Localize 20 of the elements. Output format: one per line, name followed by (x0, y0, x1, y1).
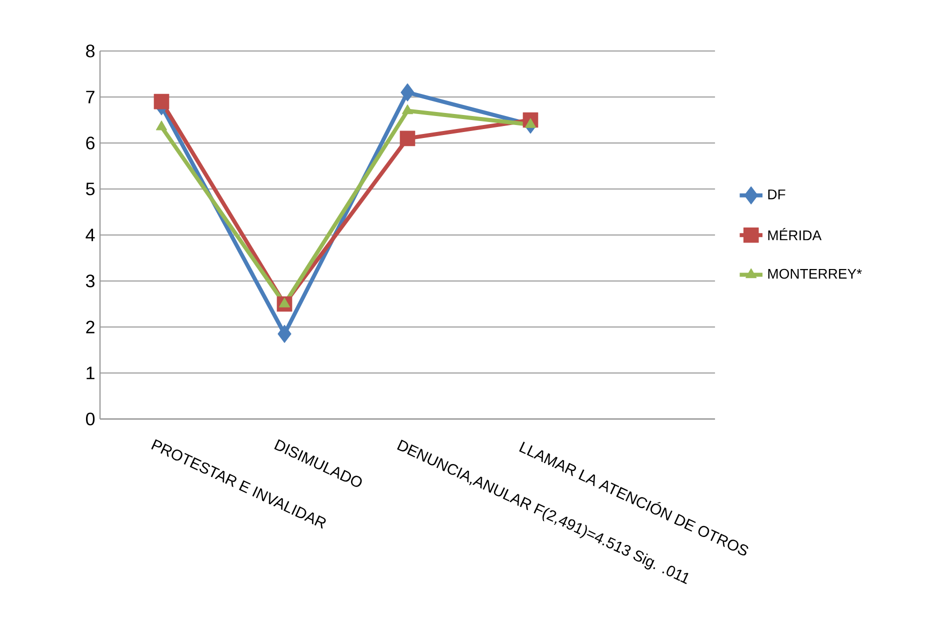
point (278, 324, 292, 343)
y-tick-label: 7 (86, 90, 94, 104)
point (402, 104, 414, 114)
legend-label: MONTERREY* (768, 268, 862, 279)
point (400, 83, 414, 102)
point (154, 94, 170, 110)
y-tick-label: 4 (86, 228, 95, 242)
point (278, 298, 290, 308)
point (156, 120, 168, 130)
y-tick-label: 3 (86, 274, 95, 288)
y-tick-label: 1 (86, 366, 94, 380)
y-tick-label: 0 (86, 412, 95, 426)
y-tick-label: 5 (86, 182, 95, 196)
legend-label: MÉRIDA (768, 228, 822, 240)
point (524, 118, 536, 128)
legend-label: DF (768, 190, 786, 200)
y-tick-label: 2 (86, 320, 94, 334)
point (400, 130, 416, 146)
y-tick-label: 8 (86, 44, 95, 58)
y-tick-label: 6 (86, 136, 95, 150)
